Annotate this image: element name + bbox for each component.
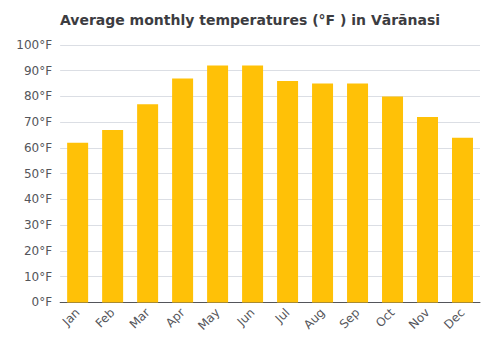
svg-text:Mar: Mar <box>127 305 153 331</box>
svg-text:20°F: 20°F <box>24 244 52 258</box>
svg-text:May: May <box>195 306 222 333</box>
svg-text:60°F: 60°F <box>24 141 52 155</box>
svg-text:Jan: Jan <box>59 306 83 330</box>
svg-text:Jun: Jun <box>234 306 258 330</box>
svg-text:Feb: Feb <box>93 306 118 331</box>
svg-text:100°F: 100°F <box>16 38 52 52</box>
svg-text:Apr: Apr <box>163 305 188 330</box>
svg-text:Nov: Nov <box>406 306 432 332</box>
svg-text:Oct: Oct <box>373 305 398 330</box>
svg-text:Average monthly temperatures (: Average monthly temperatures (°F ) in Vā… <box>60 12 440 28</box>
svg-text:Dec: Dec <box>441 306 467 332</box>
svg-text:90°F: 90°F <box>24 64 52 78</box>
svg-text:Sep: Sep <box>337 306 363 332</box>
svg-text:30°F: 30°F <box>24 218 52 232</box>
svg-text:50°F: 50°F <box>24 167 52 181</box>
svg-text:80°F: 80°F <box>24 89 52 103</box>
svg-text:Jul: Jul <box>272 306 293 327</box>
svg-text:0°F: 0°F <box>32 295 53 309</box>
svg-text:70°F: 70°F <box>24 115 52 129</box>
svg-text:Aug: Aug <box>301 306 327 332</box>
svg-text:40°F: 40°F <box>24 192 52 206</box>
svg-text:10°F: 10°F <box>24 270 52 284</box>
